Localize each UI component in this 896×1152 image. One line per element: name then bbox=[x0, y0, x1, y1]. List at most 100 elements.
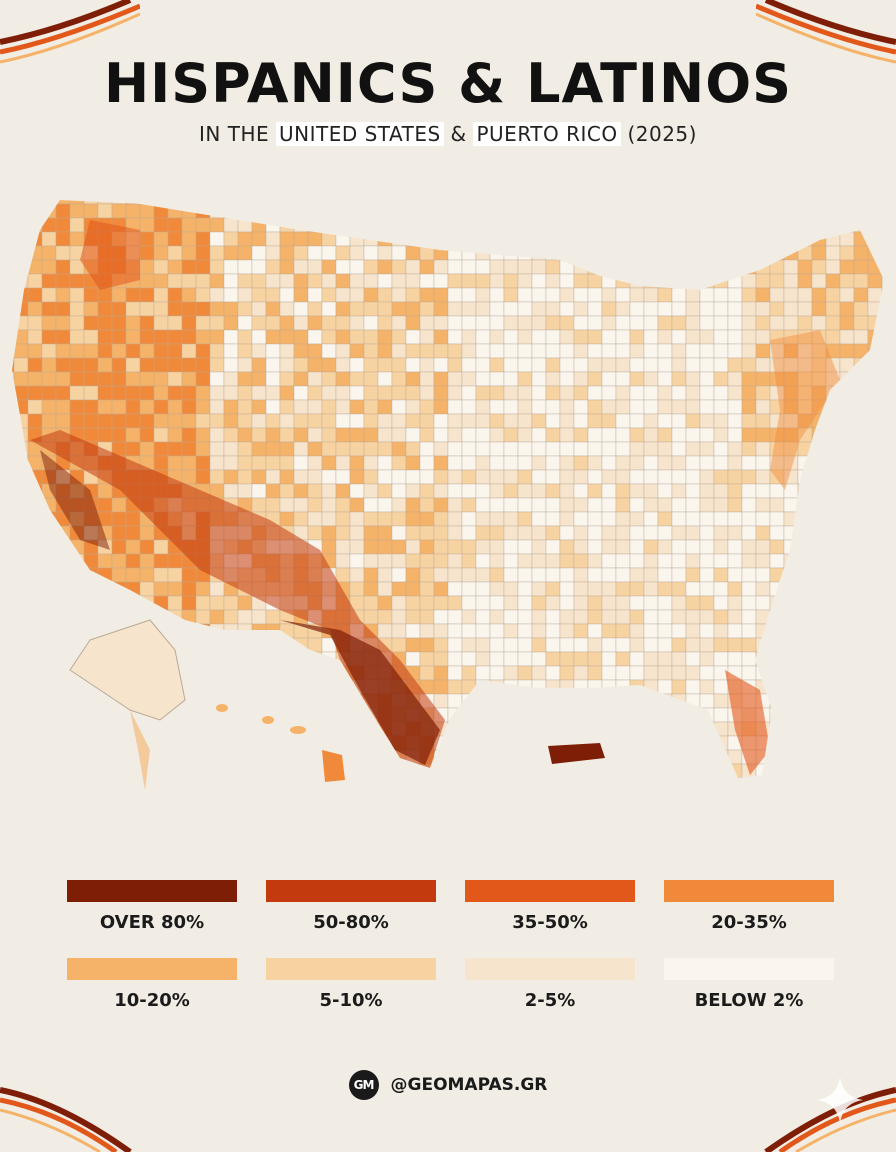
region-florida-south bbox=[725, 670, 770, 775]
county-cell bbox=[97, 553, 113, 569]
county-cell bbox=[265, 693, 281, 709]
county-cell bbox=[853, 469, 869, 485]
county-cell bbox=[307, 371, 323, 387]
county-cell bbox=[601, 385, 617, 401]
county-cell bbox=[195, 287, 211, 303]
county-cell bbox=[545, 203, 561, 219]
county-cell bbox=[881, 651, 884, 667]
county-cell bbox=[601, 777, 617, 778]
county-cell bbox=[601, 721, 617, 737]
county-cell bbox=[139, 301, 155, 317]
county-cell bbox=[839, 231, 855, 247]
county-cell bbox=[265, 259, 281, 275]
county-cell bbox=[83, 427, 99, 443]
county-cell bbox=[601, 399, 617, 415]
county-cell bbox=[27, 385, 43, 401]
county-cell bbox=[13, 245, 29, 261]
county-cell bbox=[559, 273, 575, 289]
county-cell bbox=[405, 217, 421, 233]
county-cell bbox=[349, 497, 365, 513]
county-cell bbox=[475, 539, 491, 555]
county-cell bbox=[167, 357, 183, 373]
county-cell bbox=[643, 203, 659, 219]
county-cell bbox=[783, 735, 799, 751]
county-cell bbox=[181, 567, 197, 583]
credit: GM @GEOMAPAS.GR bbox=[0, 1070, 896, 1100]
county-cell bbox=[167, 329, 183, 345]
county-cell bbox=[55, 581, 71, 597]
county-cell bbox=[559, 651, 575, 667]
subtitle-suffix: (2025) bbox=[627, 122, 697, 146]
county-cell bbox=[769, 693, 785, 709]
county-cell bbox=[27, 483, 43, 499]
county-cell bbox=[839, 259, 855, 275]
county-cell bbox=[321, 511, 337, 527]
county-cell bbox=[741, 469, 757, 485]
county-cell bbox=[265, 609, 281, 625]
county-cell bbox=[615, 200, 631, 205]
county-cell bbox=[181, 413, 197, 429]
county-cell bbox=[419, 553, 435, 569]
county-cell bbox=[335, 413, 351, 429]
county-cell bbox=[41, 315, 57, 331]
county-cell bbox=[825, 497, 841, 513]
county-cell bbox=[223, 245, 239, 261]
county-cell bbox=[391, 483, 407, 499]
county-cell bbox=[419, 357, 435, 373]
county-cell bbox=[615, 567, 631, 583]
county-cell bbox=[797, 315, 813, 331]
county-cell bbox=[321, 231, 337, 247]
county-cell bbox=[125, 749, 141, 765]
county-cell bbox=[867, 245, 883, 261]
county-cell bbox=[293, 651, 309, 667]
county-cell bbox=[349, 329, 365, 345]
county-cell bbox=[307, 287, 323, 303]
county-cell bbox=[629, 665, 645, 681]
county-cell bbox=[629, 385, 645, 401]
county-cell bbox=[265, 329, 281, 345]
county-cell bbox=[447, 595, 463, 611]
county-cell bbox=[489, 665, 505, 681]
county-cell bbox=[181, 217, 197, 233]
county-cell bbox=[363, 301, 379, 317]
county-cell bbox=[363, 200, 379, 205]
county-cell bbox=[41, 525, 57, 541]
county-cell bbox=[12, 427, 15, 443]
county-cell bbox=[167, 343, 183, 359]
county-cell bbox=[573, 581, 589, 597]
county-cell bbox=[503, 483, 519, 499]
county-cell bbox=[223, 763, 239, 778]
county-cell bbox=[853, 315, 869, 331]
county-cell bbox=[321, 497, 337, 513]
county-cell bbox=[685, 777, 701, 778]
county-cell bbox=[615, 553, 631, 569]
county-cell bbox=[195, 749, 211, 765]
county-cell bbox=[643, 665, 659, 681]
county-cell bbox=[727, 441, 743, 457]
county-cell bbox=[363, 315, 379, 331]
county-cell bbox=[615, 245, 631, 261]
county-cell bbox=[713, 511, 729, 527]
county-cell bbox=[755, 413, 771, 429]
county-cell bbox=[587, 623, 603, 639]
county-cell bbox=[405, 200, 421, 205]
county-cell bbox=[12, 315, 15, 331]
county-cell bbox=[839, 200, 855, 205]
county-cell bbox=[307, 735, 323, 751]
county-cell bbox=[349, 399, 365, 415]
county-cell bbox=[489, 357, 505, 373]
county-cell bbox=[251, 287, 267, 303]
county-cell bbox=[209, 231, 225, 247]
county-cell bbox=[713, 371, 729, 387]
county-cell bbox=[55, 707, 71, 723]
county-cell bbox=[531, 357, 547, 373]
county-cell bbox=[573, 371, 589, 387]
county-cell bbox=[237, 343, 253, 359]
county-cell bbox=[209, 455, 225, 471]
county-cell bbox=[433, 693, 449, 709]
county-cell bbox=[181, 399, 197, 415]
county-cell bbox=[643, 497, 659, 513]
county-cell bbox=[475, 200, 491, 205]
county-cell bbox=[685, 200, 701, 205]
county-cell bbox=[881, 200, 884, 205]
